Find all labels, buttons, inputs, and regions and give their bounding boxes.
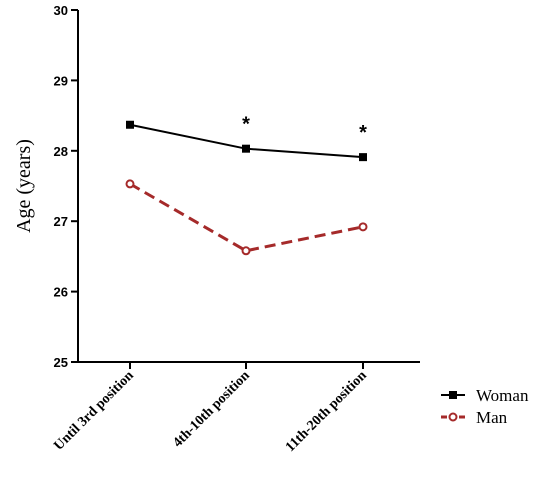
- legend-item-man: Man: [441, 408, 508, 427]
- legend-item-woman: Woman: [441, 386, 529, 405]
- x-tick-label: Until 3rd position: [51, 368, 137, 454]
- y-tick-label: 27: [54, 214, 68, 229]
- x-tick-label: 11th-20th position: [283, 368, 370, 455]
- y-axis-title: Age (years): [13, 139, 35, 233]
- data-point-woman: [359, 153, 367, 162]
- significance-asterisk: *: [242, 114, 250, 136]
- legend-marker: [448, 412, 458, 422]
- legend: Woman Man: [441, 386, 529, 427]
- y-tick-label: 28: [54, 144, 68, 159]
- x-ticks: Until 3rd position 4th-10th position 11th-…: [51, 362, 370, 455]
- legend-marker: [449, 391, 457, 399]
- y-tick-label: 25: [54, 355, 68, 370]
- y-axis: 25 26 27 28 29 30: [54, 3, 79, 370]
- significance-asterisk: *: [359, 122, 367, 144]
- legend-label: Woman: [476, 386, 529, 405]
- data-point-woman: [242, 144, 250, 153]
- y-tick-label: 26: [54, 285, 68, 300]
- series-woman: [126, 120, 367, 162]
- y-tick-label: 30: [54, 3, 68, 18]
- series-line-man: [129, 182, 364, 253]
- y-ticks: 25 26 27 28 29 30: [54, 3, 78, 370]
- legend-label: Man: [476, 408, 508, 427]
- x-axis: Until 3rd position 4th-10th position 11th-…: [51, 361, 420, 455]
- significance-markers: * *: [242, 114, 367, 144]
- series-man: [125, 179, 368, 256]
- data-point-man: [358, 222, 368, 232]
- x-tick-label: 4th-10th position: [170, 368, 253, 451]
- data-point-man: [125, 179, 135, 189]
- y-tick-label: 29: [54, 73, 68, 88]
- data-point-woman: [126, 120, 134, 129]
- data-point-man: [241, 246, 251, 256]
- series-layer: [125, 120, 368, 256]
